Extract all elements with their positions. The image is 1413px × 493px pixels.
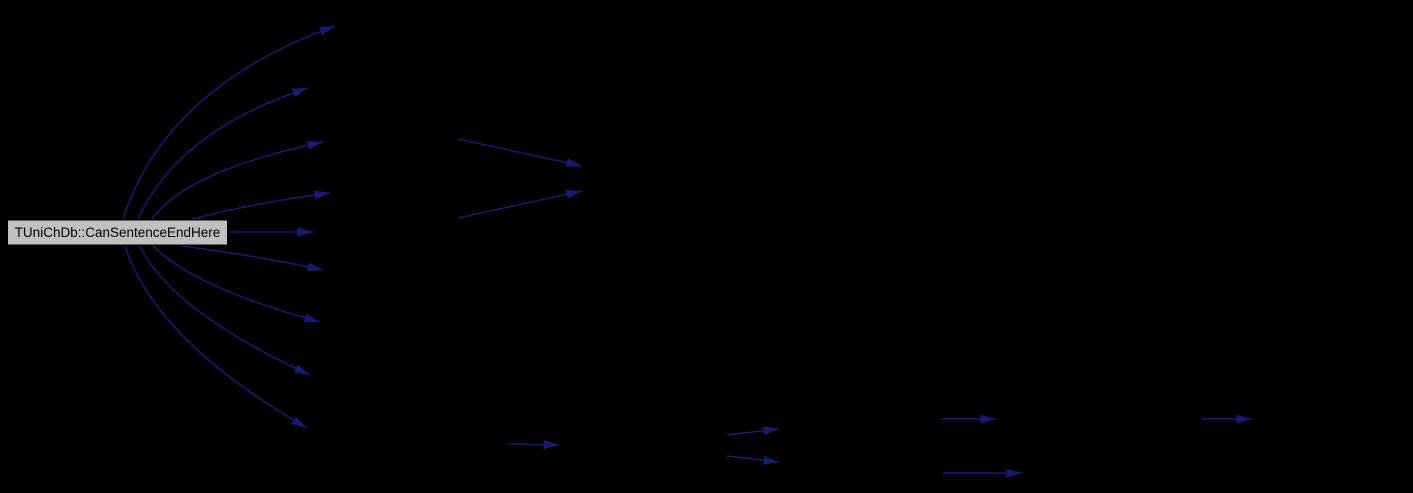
call-edge-fan-from-root [124,245,308,429]
call-edge-fan-from-root [181,245,324,272]
edge-layer [122,25,1252,478]
call-edge-fan-from-root [192,190,331,220]
call-edge-mid-converging [457,189,583,219]
call-edge-fan-from-root [151,140,324,220]
call-edge-fan-from-root [122,25,336,220]
call-edge-fan-from-root [152,245,321,323]
call-edge-bottom-chain [726,455,780,465]
call-edge-bottom-chain [507,440,560,450]
call-edge-mid-converging [457,138,583,168]
function-node-root[interactable]: TUniChDb::CanSentenceEndHere [7,219,228,246]
function-node-label: TUniChDb::CanSentenceEndHere [15,225,221,240]
call-edge-bottom-chain [726,426,780,436]
call-edge-fan-from-root [137,87,309,220]
call-edge-fan-from-root [139,245,311,376]
function-node-box[interactable] [7,219,228,246]
